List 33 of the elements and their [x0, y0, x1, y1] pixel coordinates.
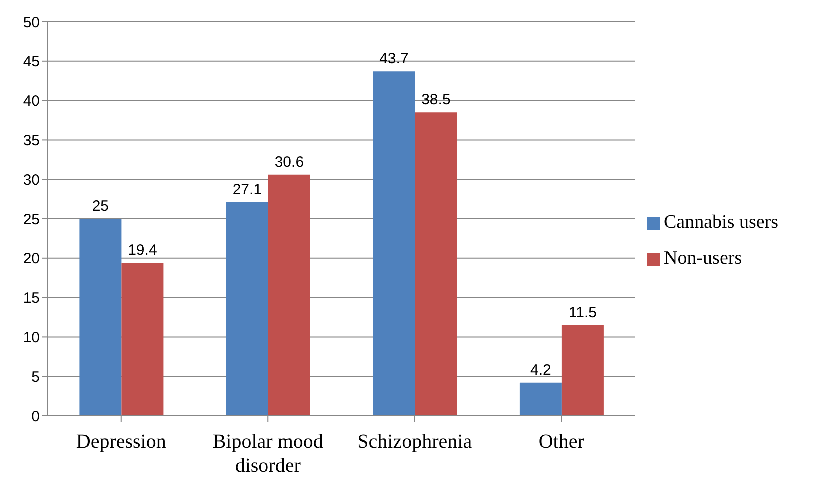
data-label: 4.2: [530, 362, 552, 379]
bar: [373, 72, 416, 416]
y-tick-label: 30: [23, 172, 40, 189]
legend-label: Non-users: [664, 248, 742, 269]
x-tick-label: Schizophrenia: [358, 431, 472, 453]
y-tick-label: 40: [23, 93, 40, 110]
y-tick-label: 5: [32, 368, 40, 386]
y-tick-label: 25: [23, 211, 40, 228]
bar: [80, 219, 122, 416]
bar: [415, 112, 458, 416]
y-tick-label: 45: [23, 54, 40, 71]
x-tick-label: Depression: [76, 431, 166, 453]
x-tick-label: Bipolar mood disorder: [212, 431, 324, 477]
y-tick-label: 15: [23, 290, 40, 308]
data-label: 30.6: [274, 154, 304, 171]
data-label: 27.1: [232, 181, 262, 198]
y-tick-label: 10: [23, 330, 40, 347]
y-tick-label: 0: [32, 408, 40, 426]
bar: [122, 263, 164, 416]
y-tick-label: 50: [23, 14, 40, 32]
y-tick-label: 20: [23, 250, 40, 268]
data-label: 38.5: [422, 92, 451, 109]
data-label: 11.5: [568, 304, 597, 322]
bar: [562, 325, 604, 416]
data-label: 19.4: [128, 242, 158, 260]
data-label: 25: [92, 198, 110, 215]
data-label: 43.7: [380, 50, 409, 68]
y-tick-label: 35: [23, 132, 40, 150]
bar: [268, 174, 310, 416]
x-tick-label: Other: [538, 431, 585, 453]
bar: [520, 382, 562, 416]
legend-label: Cannabis users: [664, 212, 779, 233]
bar: [226, 202, 268, 416]
